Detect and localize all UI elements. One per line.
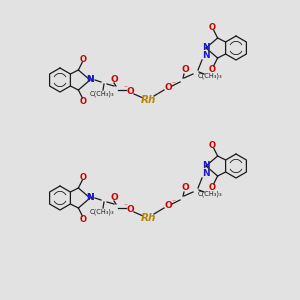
Text: C(CH₃)₃: C(CH₃)₃	[198, 191, 222, 197]
Text: O: O	[80, 97, 87, 106]
Text: O: O	[181, 184, 189, 193]
Text: ⁻: ⁻	[123, 83, 127, 92]
Text: N: N	[86, 194, 94, 202]
Text: N: N	[202, 44, 210, 52]
Text: O: O	[80, 55, 87, 64]
Text: N: N	[86, 194, 94, 202]
Text: ⁻: ⁻	[154, 208, 158, 217]
Text: O: O	[209, 22, 216, 32]
Text: O: O	[209, 64, 216, 74]
Text: O: O	[209, 140, 216, 149]
Text: Rh: Rh	[140, 95, 156, 105]
Text: N: N	[202, 161, 210, 170]
Text: O: O	[80, 172, 87, 182]
Text: O: O	[80, 214, 87, 224]
Text: O: O	[181, 65, 189, 74]
Text: N: N	[86, 76, 94, 85]
Text: O: O	[209, 182, 216, 191]
Text: N: N	[202, 169, 210, 178]
Text: O: O	[126, 88, 134, 97]
Text: ⁻: ⁻	[171, 80, 175, 88]
Text: O: O	[126, 206, 134, 214]
Text: N: N	[86, 76, 94, 85]
Text: O: O	[110, 193, 118, 202]
Text: ⁻: ⁻	[154, 91, 158, 100]
Text: ⁻: ⁻	[171, 197, 175, 206]
Text: Rh: Rh	[140, 213, 156, 223]
Text: O: O	[164, 202, 172, 211]
Text: O: O	[110, 74, 118, 83]
Text: C(CH₃)₃: C(CH₃)₃	[198, 73, 222, 79]
Text: C(CH₃)₃: C(CH₃)₃	[90, 209, 114, 215]
Text: ⁻: ⁻	[123, 202, 127, 211]
Text: N: N	[202, 52, 210, 61]
Text: C(CH₃)₃: C(CH₃)₃	[90, 91, 114, 97]
Text: O: O	[164, 83, 172, 92]
